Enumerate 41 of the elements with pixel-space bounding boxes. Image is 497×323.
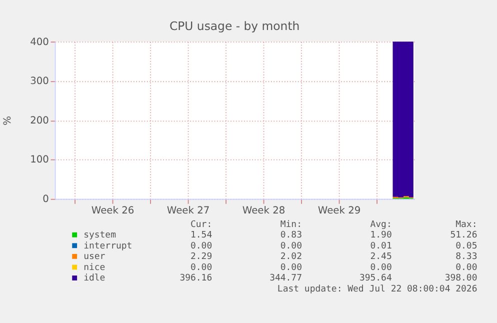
y-tick-label: 300 bbox=[30, 76, 49, 88]
text: 0.00 bbox=[456, 262, 478, 273]
legend-label: user bbox=[84, 252, 106, 262]
text: 0.00 bbox=[280, 241, 302, 252]
text: 395.64 bbox=[359, 274, 392, 284]
text: 0.00 bbox=[370, 262, 392, 273]
legend-label: nice bbox=[84, 262, 106, 273]
text: 2.02 bbox=[280, 252, 302, 262]
legend-label: system bbox=[84, 230, 116, 241]
text: 8.33 bbox=[456, 252, 478, 262]
text: 0.00 bbox=[190, 241, 212, 252]
y-tick-label: 200 bbox=[30, 115, 49, 126]
x-tick-label: Week 28 bbox=[242, 206, 286, 217]
text: Avg: bbox=[370, 220, 392, 230]
text: Max: bbox=[456, 220, 478, 230]
text: 51.26 bbox=[450, 230, 478, 241]
text: Min: bbox=[280, 220, 302, 230]
text: 398.00 bbox=[444, 274, 478, 284]
x-tick-label: Week 27 bbox=[166, 206, 210, 217]
y-tick-label: 0 bbox=[42, 194, 49, 206]
x-tick-label: Week 29 bbox=[318, 206, 361, 217]
text: 0.05 bbox=[456, 241, 478, 252]
text: 344.77 bbox=[270, 274, 302, 284]
x-tick-label: Week 26 bbox=[91, 206, 134, 217]
text: 1.54 bbox=[190, 230, 212, 241]
text: 1.90 bbox=[370, 230, 392, 241]
chart-title: CPU usage - by month bbox=[169, 18, 300, 33]
text: 0.83 bbox=[280, 230, 302, 241]
text: 396.16 bbox=[180, 274, 212, 284]
legend-label: idle bbox=[84, 274, 106, 284]
y-tick-label: 100 bbox=[30, 154, 49, 166]
text: 2.45 bbox=[370, 252, 392, 262]
text: Last update: Wed Jul 22 08:00:04 2026 bbox=[277, 284, 478, 294]
text: 0.01 bbox=[370, 241, 392, 252]
text: Cur: bbox=[190, 220, 212, 230]
text: 0.00 bbox=[190, 262, 212, 273]
text: 2.29 bbox=[190, 252, 212, 262]
y-tick-label: 400 bbox=[30, 36, 49, 48]
y-axis-title: % bbox=[2, 116, 14, 126]
legend-label: interrupt bbox=[84, 241, 132, 252]
text: 0.00 bbox=[280, 262, 302, 273]
